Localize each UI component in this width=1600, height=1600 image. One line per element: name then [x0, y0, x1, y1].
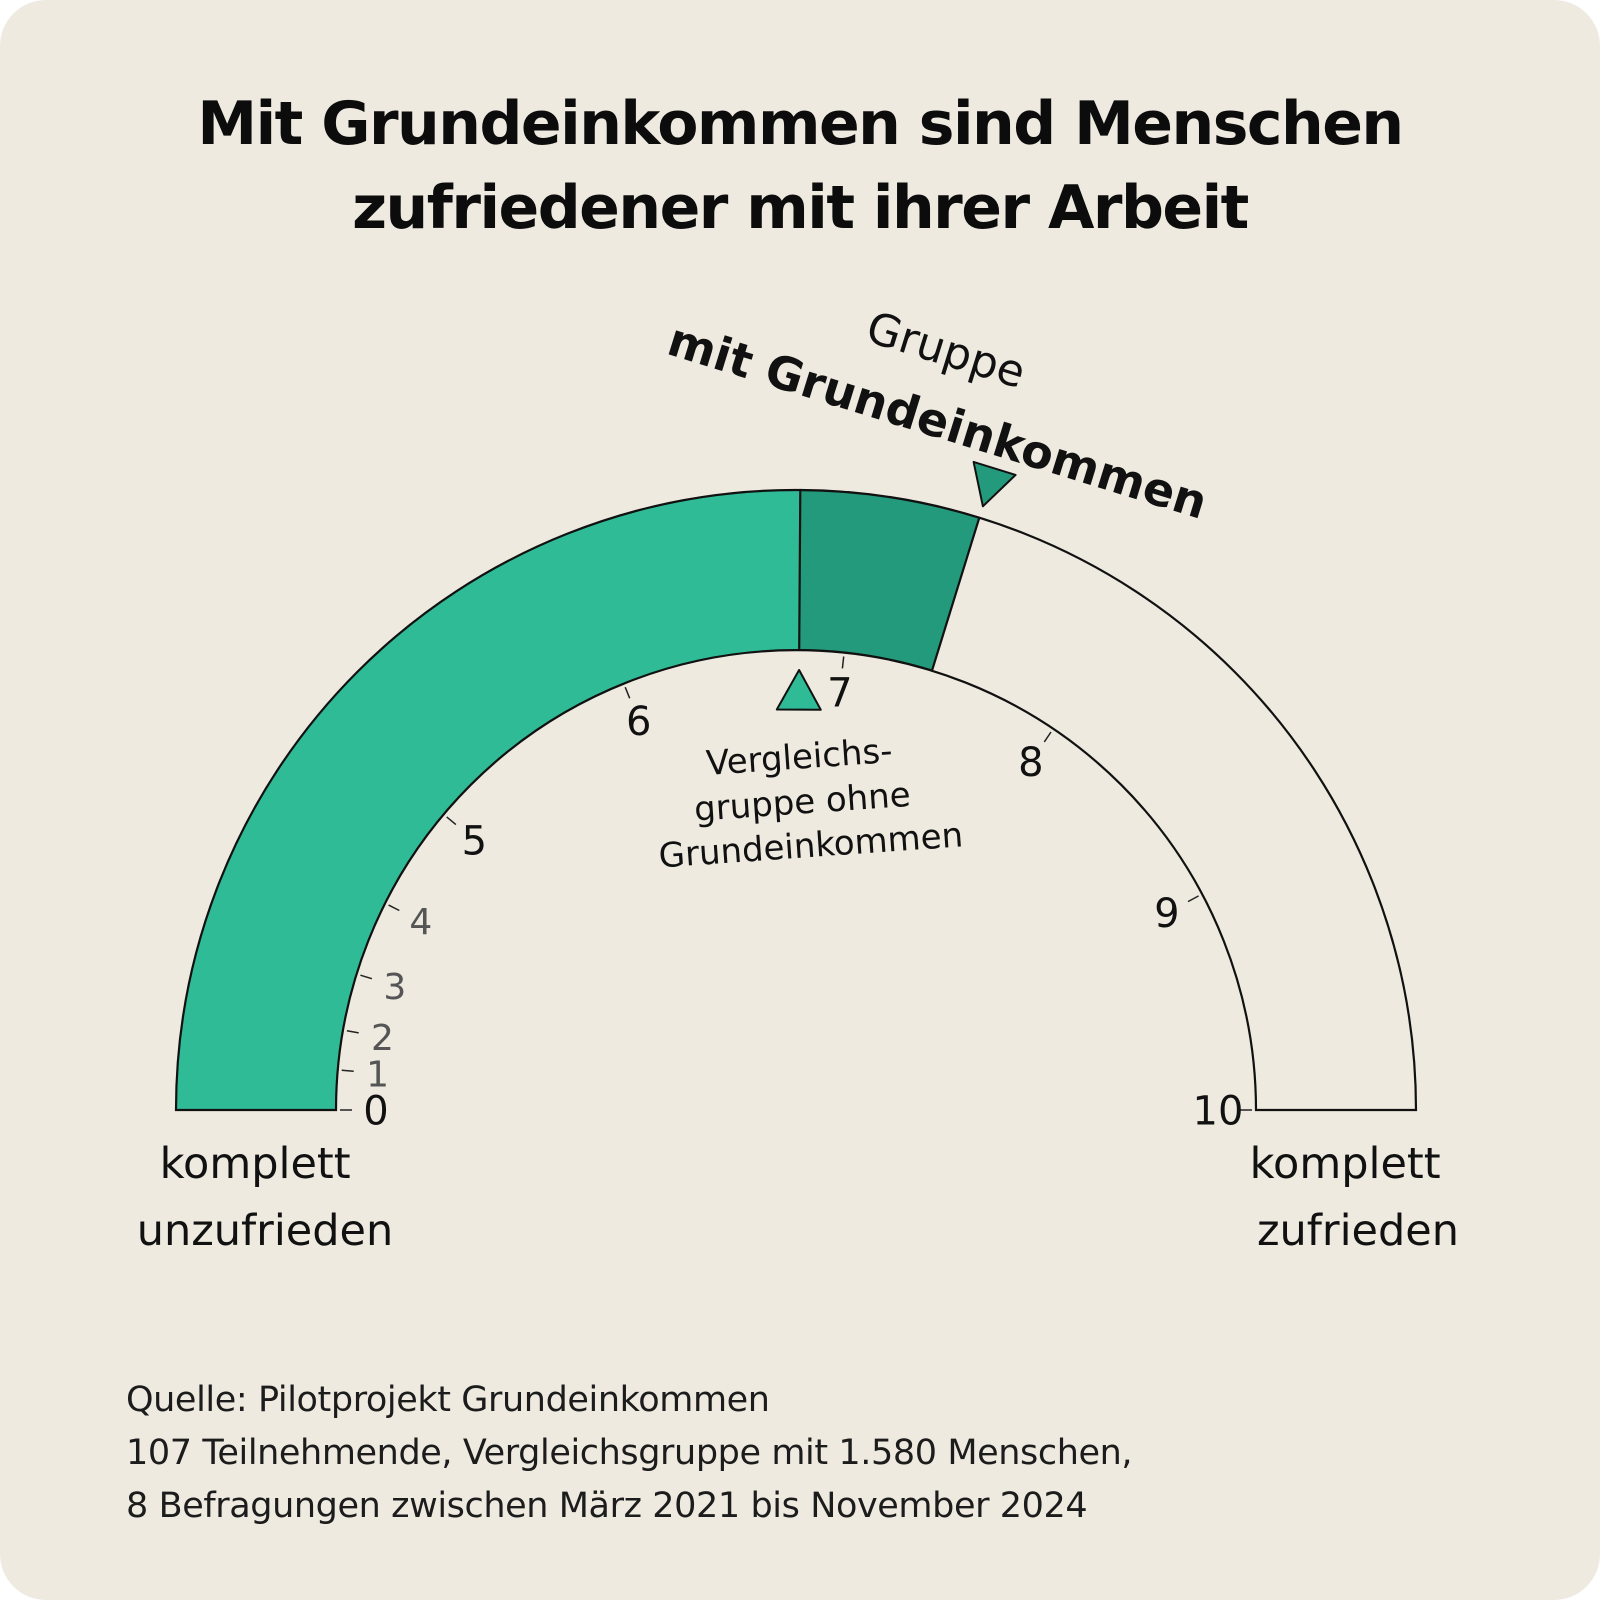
- gauge-segment-basic-income-difference: [799, 490, 980, 671]
- tick-label-8: 8: [1018, 740, 1043, 786]
- source-note-line-2: 107 Teilnehmende, Vergleichsgruppe mit 1…: [126, 1433, 1133, 1473]
- tick-label-1: 1: [366, 1054, 389, 1095]
- left-end-label: komplett unzufrieden: [137, 1139, 394, 1256]
- tick-mark-2: [346, 1030, 359, 1034]
- tick-mark-5: [446, 816, 457, 826]
- tick-label-3: 3: [383, 967, 406, 1008]
- tick-mark-3: [360, 974, 373, 980]
- tick-label-10: 10: [1193, 1088, 1244, 1134]
- source-note: Quelle: Pilotprojekt Grundeinkommen 107 …: [126, 1374, 1526, 1533]
- source-note-line-1: Quelle: Pilotprojekt Grundeinkommen: [126, 1380, 770, 1420]
- source-note-line-3: 8 Befragungen zwischen März 2021 bis Nov…: [126, 1486, 1088, 1526]
- tick-label-5: 5: [462, 818, 487, 864]
- chart-title: Mit Grundeinkommen sind Menschen zufried…: [0, 82, 1600, 250]
- tick-mark-4: [388, 904, 400, 912]
- gauge-segment-comparison-group: [176, 489, 801, 1110]
- tick-label-7: 7: [827, 671, 852, 717]
- right-end-label-line-1: komplett: [1250, 1139, 1441, 1189]
- left-end-label-line-2: unzufrieden: [137, 1206, 394, 1256]
- gauge-segment-remaining: [932, 517, 1416, 1110]
- tick-label-2: 2: [371, 1018, 394, 1059]
- comparison-group-label-line-1: Vergleichs-: [705, 731, 894, 784]
- left-end-label-line-1: komplett: [160, 1139, 351, 1189]
- tick-label-0: 0: [363, 1088, 388, 1134]
- comparison-group-label: Vergleichs- gruppe ohne Grundeinkommen: [651, 727, 964, 877]
- basic-income-group-marker-triangle: [972, 460, 1017, 508]
- gauge-scale-ticks: 012 345 6 7 8 9 10: [340, 656, 1252, 1134]
- tick-label-4: 4: [409, 902, 432, 943]
- tick-mark-1: [341, 1069, 354, 1073]
- right-end-label: komplett zufrieden: [1250, 1139, 1459, 1256]
- tick-mark-7: [841, 656, 845, 669]
- tick-label-6: 6: [626, 699, 651, 745]
- tick-mark-6: [624, 686, 631, 699]
- comparison-group-marker-triangle: [775, 669, 822, 711]
- tick-label-9: 9: [1154, 891, 1179, 937]
- tick-mark-8: [1043, 731, 1052, 743]
- chart-title-line-1: Mit Grundeinkommen sind Menschen: [197, 89, 1404, 159]
- chart-title-line-2: zufriedener mit ihrer Arbeit: [352, 173, 1249, 243]
- right-end-label-line-2: zufrieden: [1257, 1206, 1459, 1256]
- tick-mark-9: [1187, 895, 1199, 903]
- gauge-outline: [174, 488, 1418, 1112]
